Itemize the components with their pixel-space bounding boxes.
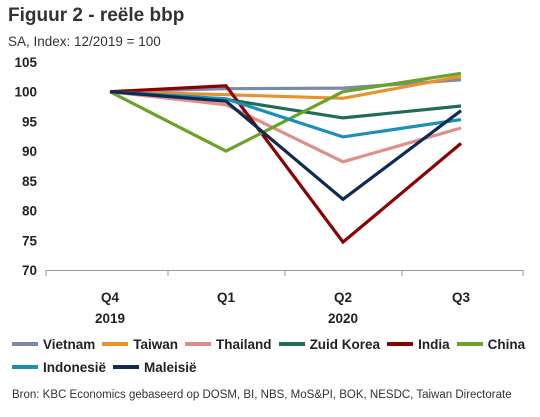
legend-item-india: India xyxy=(387,337,450,352)
y-tick-label: 70 xyxy=(22,263,37,278)
source-note: Bron: KBC Economics gebaseerd op DOSM, B… xyxy=(12,389,512,401)
legend-item-indonesi-: Indonesië xyxy=(12,360,106,375)
legend-label: Taiwan xyxy=(133,336,179,352)
x-tick-label: Q2 xyxy=(334,290,352,305)
legend-swatch xyxy=(102,342,129,346)
legend-swatch xyxy=(387,342,414,346)
y-tick-label: 95 xyxy=(22,114,38,129)
series-line-india xyxy=(109,84,463,245)
series-layer xyxy=(109,71,463,245)
legend-label: Zuid Korea xyxy=(309,336,381,352)
legend-swatch xyxy=(12,342,38,346)
line-chart: 70 75 80 85 90 95 100 105 Q4 Q1 Q2 Q3 2019 2020 xyxy=(14,55,524,326)
chart-legend: Vietnam Taiwan Thailand Zuid Korea India Chin… xyxy=(12,334,532,380)
series-line-maleisi- xyxy=(109,90,462,202)
legend-swatch xyxy=(185,342,212,346)
legend-label: Maleisië xyxy=(144,359,197,375)
legend-row: Vietnam Taiwan Thailand Zuid Korea India Chin… xyxy=(12,334,532,354)
legend-item-zuid-korea: Zuid Korea xyxy=(278,336,381,352)
series-line-china xyxy=(109,71,462,153)
legend-item-vietnam: Vietnam xyxy=(12,337,95,352)
series-line-taiwan xyxy=(109,74,462,100)
x-group-label: 2020 xyxy=(328,311,358,326)
legend-item-maleisi-: Maleisië xyxy=(113,360,197,375)
x-group-label: 2019 xyxy=(95,311,125,326)
chart-subtitle: SA, Index: 12/2019 = 100 xyxy=(8,34,161,49)
y-axis: 70 75 80 85 90 95 100 105 xyxy=(14,55,37,278)
legend-label: India xyxy=(418,336,450,352)
chart-title: Figuur 2 - reële bbp xyxy=(8,5,185,26)
legend-row: Indonesië Maleisië xyxy=(12,357,532,377)
y-tick-label: 105 xyxy=(14,55,37,70)
legend-item-thailand: Thailand xyxy=(185,337,272,352)
y-tick-label: 90 xyxy=(22,144,37,159)
legend-label: Indonesië xyxy=(43,359,107,375)
legend-label: Thailand xyxy=(216,336,272,352)
legend-swatch xyxy=(113,365,140,369)
x-tick-label: Q1 xyxy=(217,290,236,305)
legend-label: China xyxy=(487,336,526,352)
x-tick-label: Q3 xyxy=(452,290,471,305)
y-tick-label: 75 xyxy=(22,233,38,248)
y-tick-label: 85 xyxy=(22,174,38,189)
y-tick-label: 80 xyxy=(22,204,37,219)
legend-swatch xyxy=(12,365,38,369)
y-tick-label: 100 xyxy=(14,85,37,100)
legend-swatch xyxy=(278,342,305,346)
legend-item-china: China xyxy=(456,336,526,352)
x-axis: Q4 Q1 Q2 Q3 2019 2020 xyxy=(45,270,524,326)
x-tick-label: Q4 xyxy=(101,290,120,305)
series-line-thailand xyxy=(109,90,462,164)
legend-label: Vietnam xyxy=(43,336,96,352)
legend-swatch xyxy=(456,342,483,346)
legend-item-taiwan: Taiwan xyxy=(102,337,178,352)
